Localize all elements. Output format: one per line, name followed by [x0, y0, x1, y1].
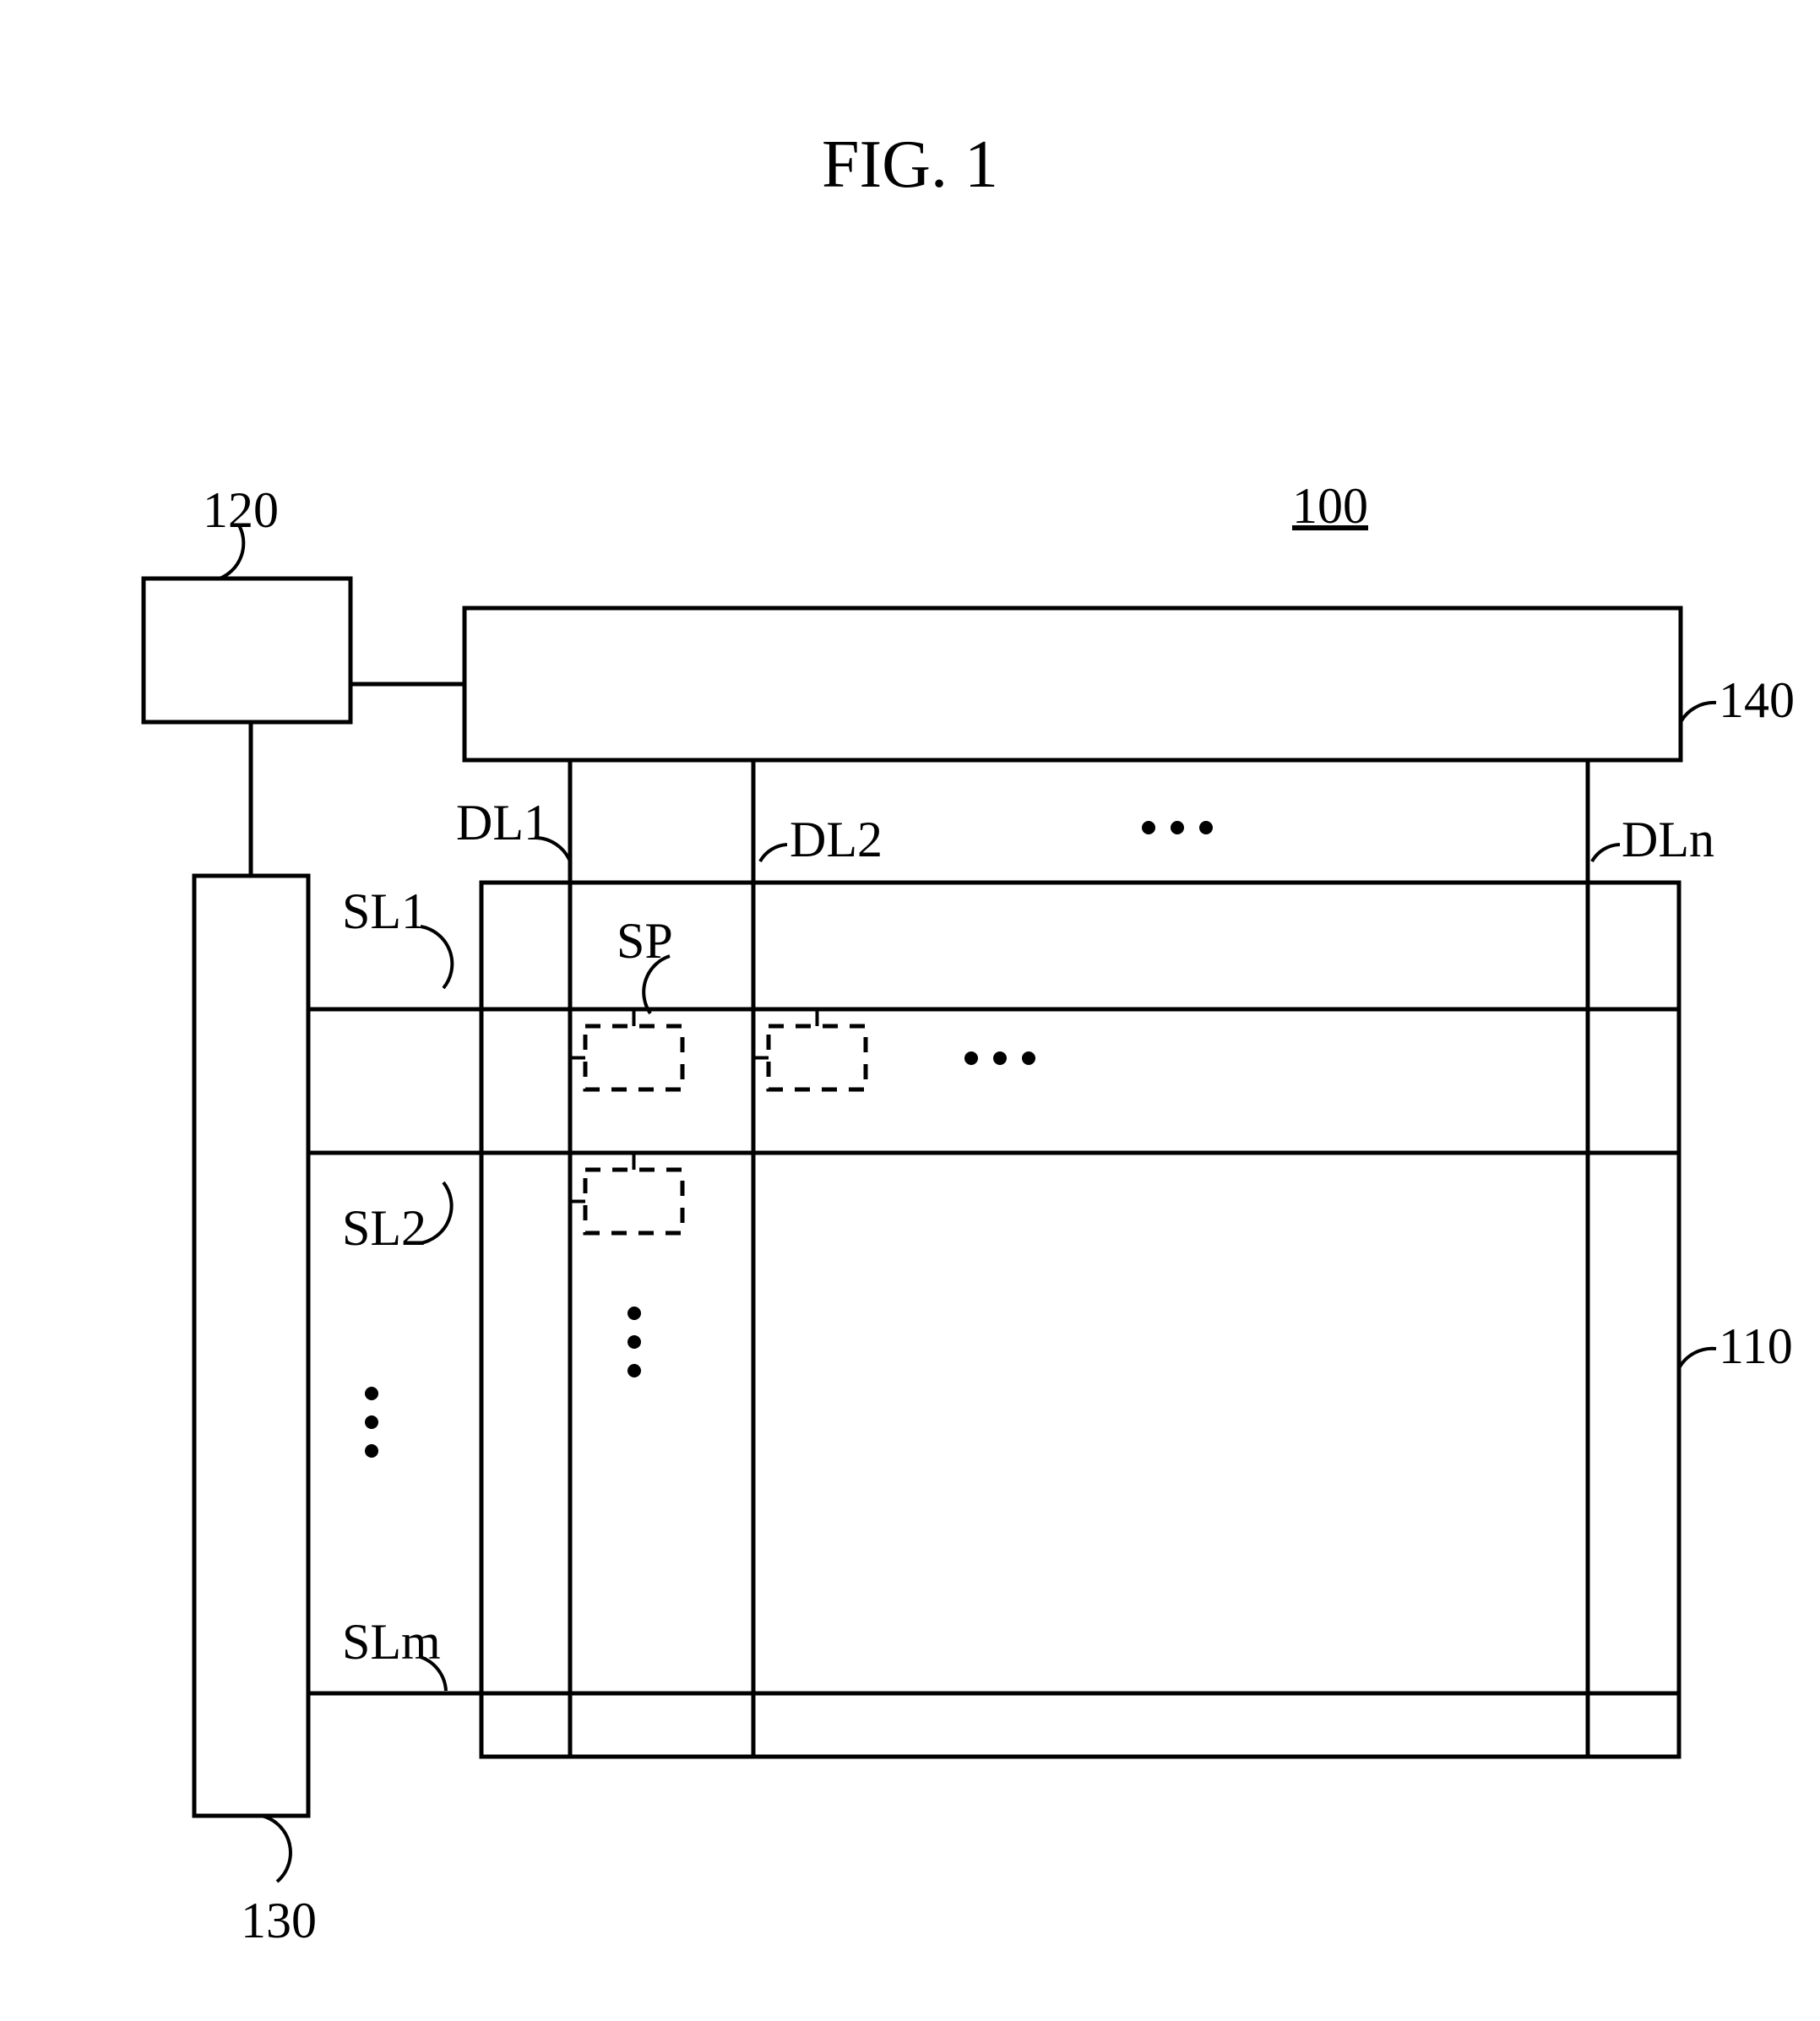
label-120: 120 — [203, 481, 279, 540]
system-label-100: 100 — [1292, 477, 1368, 535]
label-SL1: SL1 — [342, 883, 426, 941]
label-110: 110 — [1719, 1317, 1793, 1376]
label-SLm: SLm — [342, 1613, 441, 1671]
label-SP: SP — [617, 912, 673, 970]
label-DL1: DL1 — [456, 794, 549, 852]
label-130: 130 — [241, 1892, 317, 1950]
label-DLn: DLn — [1622, 811, 1714, 869]
label-DL2: DL2 — [790, 811, 883, 869]
label-140: 140 — [1719, 671, 1795, 730]
figure-title: FIG. 1 — [0, 127, 1820, 204]
label-SL2: SL2 — [342, 1199, 426, 1258]
diagram-svg — [0, 0, 1820, 2021]
figure-stage: FIG. 1 100 120 140 130 110 DL1 DL2 DLn S… — [0, 0, 1820, 2021]
